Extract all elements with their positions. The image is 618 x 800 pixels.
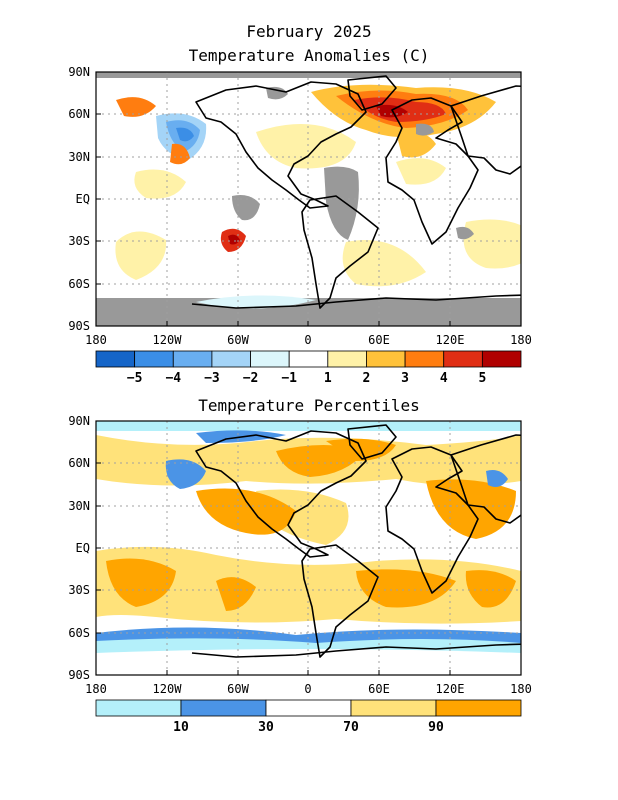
lon-label: 180 bbox=[85, 333, 107, 347]
colorbar-swatch bbox=[366, 350, 406, 368]
lat-label: 90N bbox=[68, 414, 90, 428]
anomaly-map: 90N 60N 30N EQ 30S 60S 90S 180 120W 60W … bbox=[68, 65, 532, 347]
lat-label: 60N bbox=[68, 107, 90, 121]
colorbar-label: −1 bbox=[281, 371, 297, 386]
figure-title: February 2025 bbox=[246, 22, 372, 41]
colorbar-swatch bbox=[211, 350, 251, 368]
colorbar-swatch bbox=[350, 699, 437, 717]
anomaly-map-title: Temperature Anomalies (C) bbox=[188, 46, 430, 65]
colorbar-label: 90 bbox=[428, 720, 444, 735]
colorbar-swatch bbox=[288, 350, 329, 368]
lon-label: 60E bbox=[368, 682, 390, 696]
lat-label: 60S bbox=[68, 277, 90, 291]
colorbar-swatch bbox=[180, 699, 267, 717]
lon-label: 180 bbox=[510, 333, 532, 347]
colorbar-swatch bbox=[435, 699, 522, 717]
colorbar-swatch bbox=[95, 699, 182, 717]
colorbar-swatch bbox=[172, 350, 213, 368]
lon-label: 60E bbox=[368, 333, 390, 347]
lon-label: 0 bbox=[304, 682, 311, 696]
lon-label: 60W bbox=[227, 333, 249, 347]
lat-label: EQ bbox=[76, 192, 90, 206]
lon-label: 180 bbox=[85, 682, 107, 696]
lat-label: 90S bbox=[68, 319, 90, 333]
lon-label: 120E bbox=[436, 682, 465, 696]
colorbar-swatch bbox=[250, 350, 290, 368]
colorbar-swatch bbox=[265, 699, 352, 717]
colorbar-label: −4 bbox=[165, 371, 181, 386]
colorbar-label: 10 bbox=[173, 720, 189, 735]
colorbar-label: 30 bbox=[258, 720, 274, 735]
lon-label: 0 bbox=[304, 333, 311, 347]
lon-label: 120W bbox=[153, 682, 183, 696]
lat-label: 60N bbox=[68, 456, 90, 470]
lat-label: 30S bbox=[68, 583, 90, 597]
colorbar-label: −3 bbox=[204, 371, 220, 386]
lon-label: 180 bbox=[510, 682, 532, 696]
colorbar-swatch bbox=[95, 350, 136, 368]
percentile-colorbar: 10 30 70 90 bbox=[95, 699, 522, 735]
colorbar-swatch bbox=[327, 350, 367, 368]
colorbar-swatch bbox=[443, 350, 483, 368]
lon-label: 60W bbox=[227, 682, 249, 696]
lat-label: 30S bbox=[68, 234, 90, 248]
percentile-map: 90N 60N 30N EQ 30S 60S 90S 180 120W 60W … bbox=[68, 414, 532, 696]
colorbar-label: 3 bbox=[401, 371, 409, 386]
lat-label: 90S bbox=[68, 668, 90, 682]
lat-label: 60S bbox=[68, 626, 90, 640]
missing-data-arctic bbox=[96, 72, 521, 78]
anomaly-colorbar: −5 −4 −3 −2 −1 1 2 3 4 5 bbox=[95, 350, 522, 386]
colorbar-swatch bbox=[404, 350, 445, 368]
colorbar-label: 1 bbox=[324, 371, 332, 386]
colorbar-label: −5 bbox=[127, 371, 143, 386]
lon-label: 120W bbox=[153, 333, 183, 347]
percentile-fields bbox=[96, 421, 521, 675]
lat-label: EQ bbox=[76, 541, 90, 555]
anomaly-grid bbox=[96, 72, 521, 326]
colorbar-label: −2 bbox=[243, 371, 259, 386]
colorbar-label: 70 bbox=[343, 720, 359, 735]
colorbar-swatch bbox=[134, 350, 174, 368]
lat-label: 90N bbox=[68, 65, 90, 79]
lon-label: 120E bbox=[436, 333, 465, 347]
colorbar-swatch bbox=[481, 350, 522, 368]
colorbar-label: 2 bbox=[363, 371, 371, 386]
colorbar-label: 5 bbox=[478, 371, 486, 386]
percentile-map-title: Temperature Percentiles bbox=[198, 396, 420, 415]
percentile-grid bbox=[96, 421, 521, 675]
lat-label: 30N bbox=[68, 499, 90, 513]
lat-label: 30N bbox=[68, 150, 90, 164]
colorbar-label: 4 bbox=[440, 371, 448, 386]
